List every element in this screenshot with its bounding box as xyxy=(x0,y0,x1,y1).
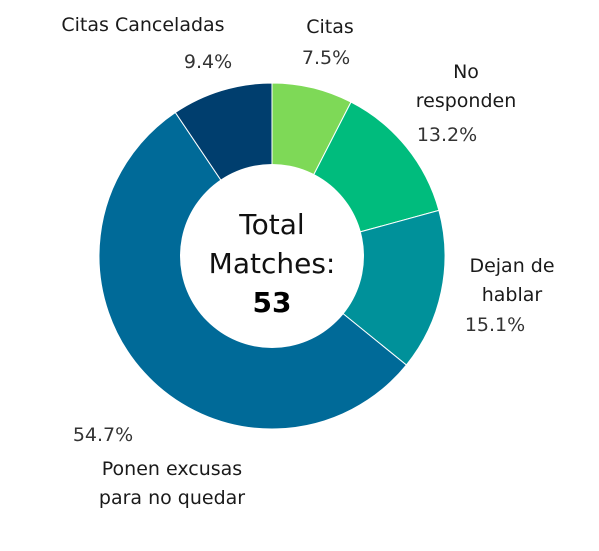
slice-percent-citas-canceladas: 9.4% xyxy=(184,51,232,73)
center-label-line2: Matches: xyxy=(209,247,336,280)
slice-label-citas-canceladas: Citas Canceladas xyxy=(61,14,224,36)
slice-label-citas: Citas xyxy=(306,16,354,38)
center-total-value: 53 xyxy=(253,286,292,319)
slice-label-ponen-excusas-para-no-quedar: para no quedar xyxy=(99,487,245,509)
slice-percent-ponen-excusas-para-no-quedar: 54.7% xyxy=(73,424,133,446)
donut-hole xyxy=(180,164,364,348)
slice-label-no-responden: responden xyxy=(416,90,517,112)
slice-label-no-responden: No xyxy=(453,61,479,83)
slice-label-ponen-excusas-para-no-quedar: Ponen excusas xyxy=(102,458,242,480)
slice-label-dejan-de-hablar: hablar xyxy=(482,284,543,306)
slice-percent-dejan-de-hablar: 15.1% xyxy=(465,314,525,336)
slice-percent-no-responden: 13.2% xyxy=(417,124,477,146)
slice-label-dejan-de-hablar: Dejan de xyxy=(469,255,554,277)
slice-percent-citas: 7.5% xyxy=(302,47,350,69)
slice-labels: Citas 7.5% No responden 13.2% Dejan de hablar 1… xyxy=(61,14,554,509)
center-label-line1: Total xyxy=(238,208,304,241)
